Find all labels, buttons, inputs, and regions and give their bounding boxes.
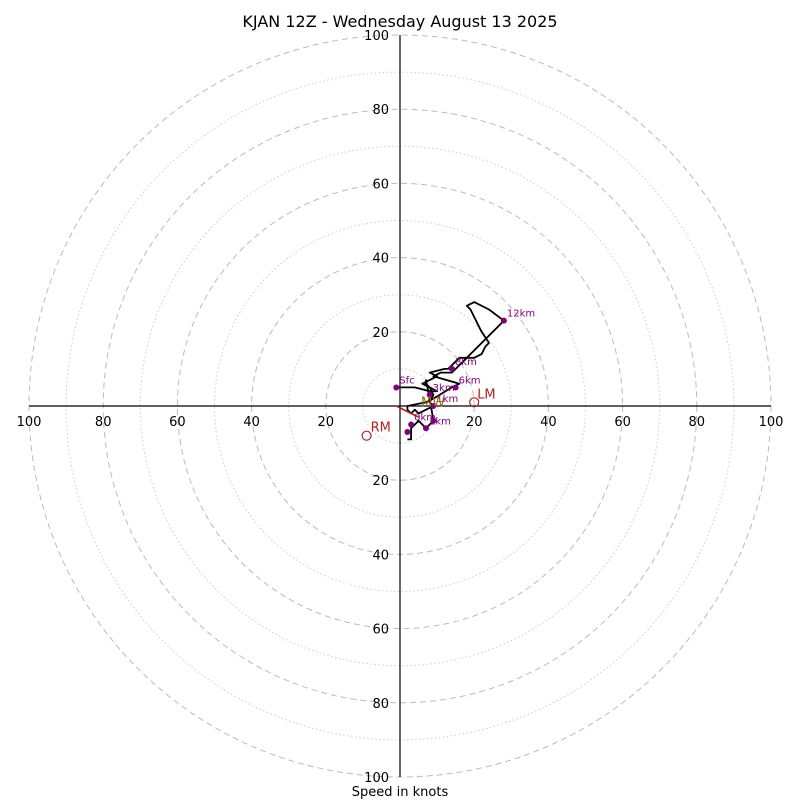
height-label-Sfc-0: Sfc (399, 375, 414, 386)
storm-motion-label-rm: RM (371, 421, 391, 436)
x-tick-right-80: 80 (689, 415, 706, 430)
x-tick-left-40: 40 (243, 415, 260, 430)
bunkers-vector (395, 405, 419, 418)
storm-motion-marker-lm (469, 397, 480, 408)
y-tick-top-40: 40 (372, 252, 389, 267)
height-point-Sfc (393, 384, 400, 391)
y-tick-top-20: 20 (372, 326, 389, 341)
height-point-1km (422, 425, 429, 432)
x-tick-right-20: 20 (466, 415, 483, 430)
tick-labels: 100 100 100 100 80 80 80 80 60 60 60 60 40 40 40 40 20 20… (17, 29, 784, 786)
y-tick-top-100: 100 (364, 29, 389, 44)
y-tick-bottom-60: 60 (372, 623, 389, 638)
x-tick-left-100: 100 (17, 415, 42, 430)
height-label-1km-5: 1km (436, 394, 458, 405)
height-point-12km (500, 317, 507, 324)
height-point-3km (426, 391, 433, 398)
x-tick-right-100: 100 (759, 415, 784, 430)
height-label-8km-2: 8km (455, 357, 477, 368)
height-label-3km-4: 3km (433, 383, 455, 394)
storm-motion-marker-rm (361, 430, 372, 441)
y-tick-bottom-80: 80 (372, 697, 389, 712)
y-tick-top-60: 60 (372, 177, 389, 192)
height-label-12km-1: 12km (507, 309, 535, 320)
x-tick-left-60: 60 (169, 415, 186, 430)
storm-motion-label-lm: LM (477, 387, 495, 402)
y-tick-top-80: 80 (372, 103, 389, 118)
x-tick-right-60: 60 (614, 415, 631, 430)
x-tick-left-80: 80 (95, 415, 112, 430)
height-label-1km-7: 1km (429, 416, 451, 427)
hodograph-line (396, 301, 505, 441)
height-point-6km (452, 384, 459, 391)
chart-title: KJAN 12Z - Wednesday August 13 2025 (242, 12, 557, 31)
storm-motion-label-mw: MW (421, 395, 445, 410)
height-point-0km (408, 421, 415, 428)
y-tick-bottom-100: 100 (364, 771, 389, 786)
x-tick-right-40: 40 (540, 415, 557, 430)
x-axis-label: Speed in knots (352, 785, 449, 800)
height-label-0km-8: 0km (414, 413, 436, 424)
y-tick-bottom-20: 20 (372, 474, 389, 489)
x-tick-left-20: 20 (318, 415, 335, 430)
axes (29, 35, 771, 777)
height-point-8km (448, 365, 455, 372)
height-label-6km-3: 6km (459, 375, 481, 386)
height-point-1km (430, 403, 437, 409)
y-tick-bottom-40: 40 (372, 548, 389, 563)
height-point-6 (430, 417, 437, 424)
height-point-9 (404, 428, 411, 435)
